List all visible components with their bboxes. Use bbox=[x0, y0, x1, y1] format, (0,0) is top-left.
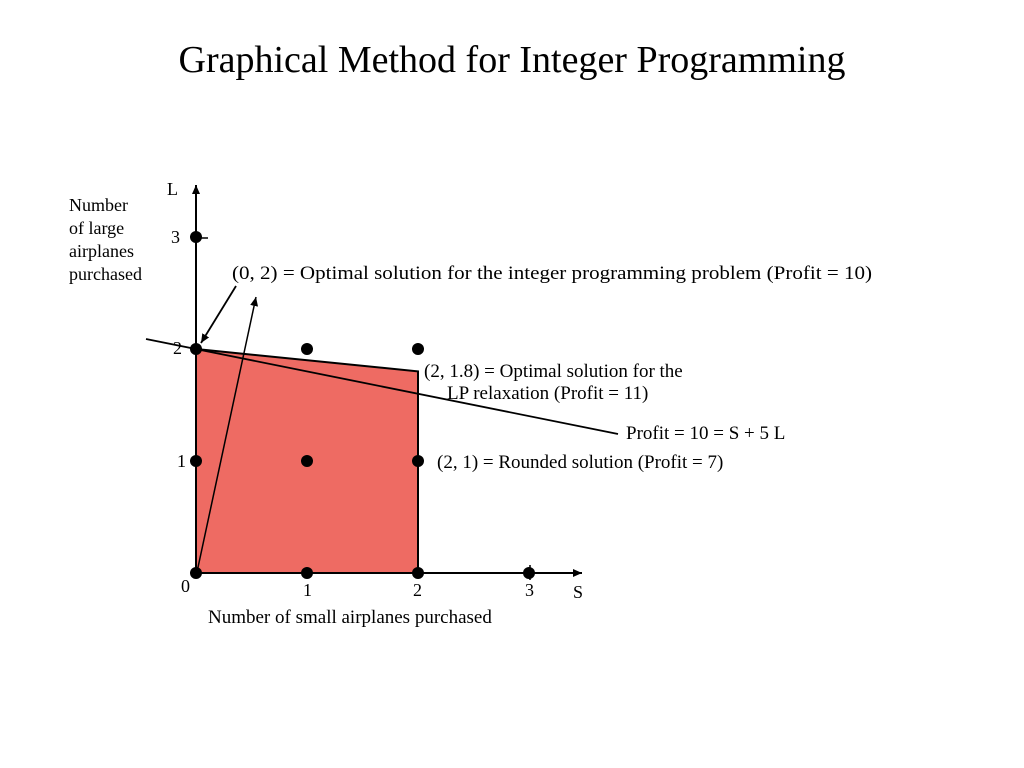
integer-point-0-2 bbox=[190, 343, 202, 355]
y-axis-description-line-2: of large bbox=[69, 218, 124, 238]
x-tick-label-2: 2 bbox=[413, 580, 422, 600]
integer-point-2-1 bbox=[412, 455, 424, 467]
origin-label: 0 bbox=[181, 576, 190, 596]
integer-point-3-0 bbox=[523, 567, 535, 579]
integer-optimum-arrow-from-label bbox=[200, 285, 237, 344]
slide-title: Graphical Method for Integer Programming bbox=[178, 39, 846, 81]
lp-optimum-label-line-2: LP relaxation (Profit = 11) bbox=[447, 383, 648, 404]
profit-line-label: Profit = 10 = S + 5 L bbox=[626, 423, 785, 444]
x-tick-label-3: 3 bbox=[525, 580, 534, 600]
y-axis-description-line-3: airplanes bbox=[69, 241, 134, 261]
y-tick-label-2: 2 bbox=[173, 338, 182, 358]
integer-point-0-0 bbox=[190, 567, 202, 579]
x-tick-label-1: 1 bbox=[303, 580, 312, 600]
profit-line bbox=[145, 338, 619, 435]
y-tick-label-3: 3 bbox=[171, 227, 180, 247]
y-axis-description-line-4: purchased bbox=[69, 264, 142, 284]
rounded-solution-label: (2, 1) = Rounded solution (Profit = 7) bbox=[437, 452, 723, 473]
integer-point-0-3 bbox=[190, 231, 202, 243]
integer-point-1-2 bbox=[301, 343, 313, 355]
x-axis-description: Number of small airplanes purchased bbox=[208, 607, 492, 628]
integer-point-1-1 bbox=[301, 455, 313, 467]
integer-point-0-1 bbox=[190, 455, 202, 467]
integer-point-2-2 bbox=[412, 343, 424, 355]
y-axis-description-line-1: Number bbox=[69, 195, 128, 215]
integer-point-1-0 bbox=[301, 567, 313, 579]
integer-point-2-0 bbox=[412, 567, 424, 579]
y-tick-label-1: 1 bbox=[177, 451, 186, 471]
lp-optimum-label-line-1: (2, 1.8) = Optimal solution for the bbox=[424, 361, 683, 382]
x-axis-letter: S bbox=[573, 582, 583, 602]
y-axis-letter: L bbox=[167, 179, 178, 199]
integer-optimum-label: (0, 2) = Optimal solution for the intege… bbox=[232, 263, 872, 284]
integer-optimum-arrow-from-origin bbox=[196, 296, 259, 573]
integer-points bbox=[190, 231, 535, 579]
